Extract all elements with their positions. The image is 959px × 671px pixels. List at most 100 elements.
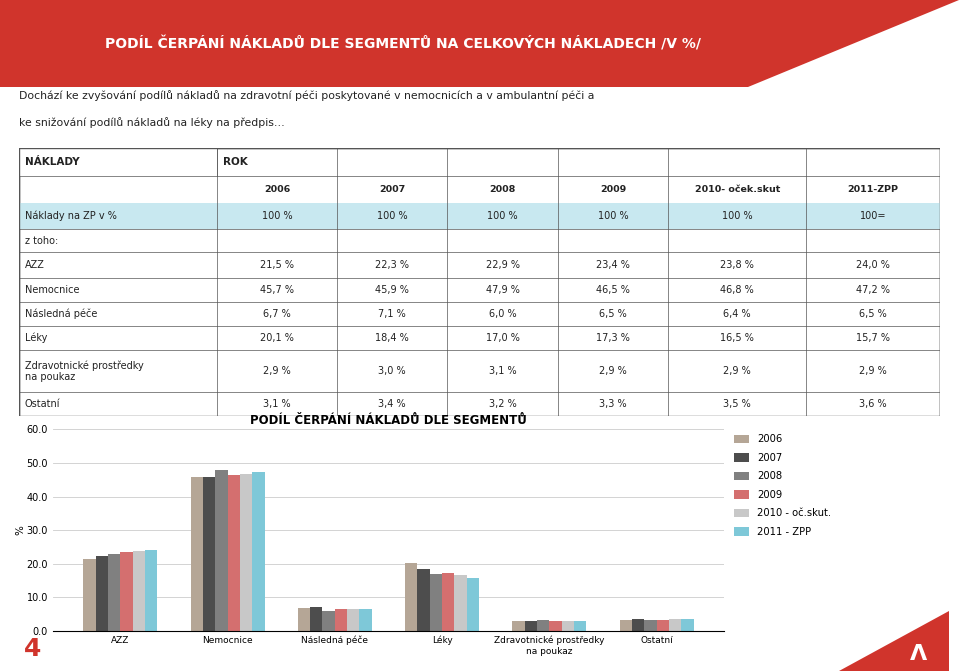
Text: 22,9 %: 22,9 %	[485, 260, 520, 270]
Bar	[252, 472, 265, 631]
Bar	[668, 619, 681, 631]
Text: 3,1 %: 3,1 %	[489, 366, 516, 376]
Text: 2,9 %: 2,9 %	[263, 366, 291, 376]
Bar	[537, 620, 550, 631]
Bar	[322, 611, 335, 631]
Text: 6,5 %: 6,5 %	[599, 309, 627, 319]
Text: 18,4 %: 18,4 %	[375, 333, 409, 343]
Bar	[430, 574, 442, 631]
Bar	[417, 569, 430, 631]
Text: 3,6 %: 3,6 %	[859, 399, 887, 409]
Bar	[347, 609, 360, 631]
Text: 6,4 %: 6,4 %	[723, 309, 751, 319]
Text: Zdravotnické prostředky
na poukaz: Zdravotnické prostředky na poukaz	[25, 360, 144, 382]
Text: 100 %: 100 %	[487, 211, 518, 221]
Bar	[512, 621, 525, 631]
Text: 17,0 %: 17,0 %	[485, 333, 520, 343]
Text: ke snižování podílů nákladů na léky na předpis…: ke snižování podílů nákladů na léky na p…	[19, 117, 285, 127]
Text: 2007: 2007	[379, 185, 405, 194]
Bar	[681, 619, 693, 631]
Bar	[550, 621, 562, 631]
Bar	[467, 578, 480, 631]
Text: 6,7 %: 6,7 %	[263, 309, 291, 319]
Text: 16,5 %: 16,5 %	[720, 333, 754, 343]
Text: 3,0 %: 3,0 %	[378, 366, 406, 376]
Text: 100 %: 100 %	[597, 211, 628, 221]
Text: 3,3 %: 3,3 %	[599, 399, 627, 409]
Text: 2009: 2009	[600, 185, 626, 194]
Text: Ostatní: Ostatní	[25, 399, 60, 409]
Text: 45,7 %: 45,7 %	[260, 285, 294, 295]
Bar	[644, 620, 657, 631]
Text: 47,2 %: 47,2 %	[856, 285, 890, 295]
Text: ROK: ROK	[222, 157, 247, 166]
Text: 3,5 %: 3,5 %	[723, 399, 751, 409]
Text: 3,1 %: 3,1 %	[263, 399, 291, 409]
Bar	[335, 609, 347, 631]
Text: Léky: Léky	[25, 333, 47, 344]
Bar	[562, 621, 573, 631]
Bar	[19, 148, 217, 176]
Text: 45,9 %: 45,9 %	[375, 285, 409, 295]
Text: 21,5 %: 21,5 %	[260, 260, 294, 270]
Bar	[573, 621, 586, 631]
Legend: 2006, 2007, 2008, 2009, 2010 - oč.skut., 2011 - ZPP: 2006, 2007, 2008, 2009, 2010 - oč.skut.,…	[734, 434, 830, 537]
Text: Nemocnice: Nemocnice	[25, 285, 80, 295]
Text: 17,3 %: 17,3 %	[596, 333, 630, 343]
Bar	[215, 470, 227, 631]
Text: Λ: Λ	[910, 644, 927, 664]
Text: 15,7 %: 15,7 %	[856, 333, 890, 343]
Text: 100=: 100=	[860, 211, 886, 221]
Bar	[96, 556, 108, 631]
Text: 46,5 %: 46,5 %	[596, 285, 630, 295]
Bar	[405, 564, 417, 631]
Polygon shape	[839, 611, 949, 671]
Text: 2011-ZPP: 2011-ZPP	[848, 185, 899, 194]
Bar	[83, 558, 96, 631]
Bar	[310, 607, 322, 631]
Bar	[132, 551, 145, 631]
Text: 2,9 %: 2,9 %	[599, 366, 627, 376]
Text: Dochází ke zvyšování podílů nákladů na zdravotní péči poskytované v nemocnicích : Dochází ke zvyšování podílů nákladů na z…	[19, 90, 595, 101]
Text: Náklady na ZP v %: Náklady na ZP v %	[25, 211, 117, 221]
Text: Následná péče: Následná péče	[25, 309, 97, 319]
Bar	[525, 621, 537, 631]
Text: 23,4 %: 23,4 %	[596, 260, 630, 270]
Y-axis label: %: %	[15, 525, 25, 535]
Text: 100 %: 100 %	[262, 211, 292, 221]
Bar	[227, 475, 240, 631]
Bar	[240, 474, 252, 631]
Text: 22,3 %: 22,3 %	[375, 260, 409, 270]
Bar	[297, 608, 310, 631]
Title: PODÍL ČERPÁNÍ NÁKLADŮ DLE SEGMENTŮ: PODÍL ČERPÁNÍ NÁKLADŮ DLE SEGMENTŮ	[250, 414, 526, 427]
Text: 2,9 %: 2,9 %	[723, 366, 751, 376]
Bar	[191, 478, 203, 631]
Text: NÁKLADY: NÁKLADY	[25, 157, 80, 166]
Text: 20,1 %: 20,1 %	[260, 333, 293, 343]
Bar	[203, 476, 215, 631]
Text: z toho:: z toho:	[25, 236, 58, 246]
Text: 46,8 %: 46,8 %	[720, 285, 754, 295]
Polygon shape	[748, 0, 959, 87]
Text: 4: 4	[24, 637, 41, 661]
Bar	[108, 554, 120, 631]
Text: 7,1 %: 7,1 %	[378, 309, 406, 319]
Text: 23,8 %: 23,8 %	[720, 260, 754, 270]
Text: 2,9 %: 2,9 %	[859, 366, 887, 376]
Text: 6,5 %: 6,5 %	[859, 309, 887, 319]
Text: 24,0 %: 24,0 %	[856, 260, 890, 270]
Text: PODÍL ČERPÁNÍ NÁKLADŮ DLE SEGMENTŮ NA CELKOVÝCH NÁKLADECH /V %/: PODÍL ČERPÁNÍ NÁKLADŮ DLE SEGMENTŮ NA CE…	[105, 36, 701, 51]
Bar	[620, 620, 632, 631]
Text: 47,9 %: 47,9 %	[485, 285, 520, 295]
Bar	[145, 550, 157, 631]
Bar	[455, 575, 467, 631]
Bar	[657, 620, 668, 631]
Text: 100 %: 100 %	[722, 211, 753, 221]
Bar	[632, 619, 644, 631]
Text: 100 %: 100 %	[377, 211, 408, 221]
Text: 2010- oček.skut: 2010- oček.skut	[694, 185, 780, 194]
Bar	[360, 609, 372, 631]
Bar	[19, 203, 940, 229]
Text: 6,0 %: 6,0 %	[489, 309, 516, 319]
Text: 3,4 %: 3,4 %	[378, 399, 406, 409]
